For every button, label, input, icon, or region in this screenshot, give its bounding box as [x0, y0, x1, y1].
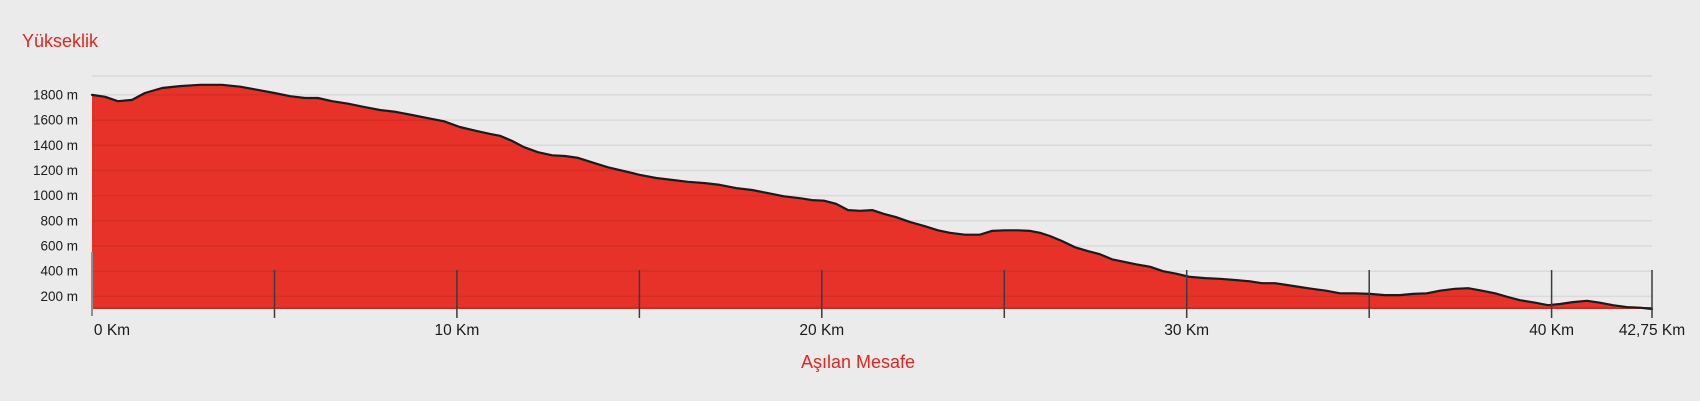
y-axis-label-1800: 1800 m: [33, 87, 78, 102]
x-axis-label-30km: 30 Km: [1164, 322, 1209, 339]
y-axis-label-200: 200 m: [40, 289, 78, 304]
y-axis-label-1200: 1200 m: [33, 163, 78, 178]
y-axis-label-1000: 1000 m: [33, 188, 78, 203]
y-axis-label-1400: 1400 m: [33, 138, 78, 153]
x-axis-label-20km: 20 Km: [799, 322, 844, 339]
x-axis-title: Aşılan Mesafe: [800, 352, 916, 372]
x-axis-label-40km: 40 Km: [1529, 322, 1574, 339]
y-axis-label-1600: 1600 m: [33, 113, 78, 128]
y-axis-title: Yükseklik: [22, 31, 99, 51]
y-axis-label-600: 600 m: [40, 239, 78, 254]
elevation-profile-line: [90, 83, 1654, 311]
y-axis-label-400: 400 m: [40, 264, 78, 279]
y-axis-label-800: 800 m: [40, 213, 78, 228]
elevation-area: [92, 84, 1652, 309]
x-axis-label-0km: 0 Km: [94, 322, 130, 339]
x-axis-label-10km: 10 Km: [434, 322, 479, 339]
x-axis-label-42.75km: 42,75 Km: [1619, 322, 1685, 339]
